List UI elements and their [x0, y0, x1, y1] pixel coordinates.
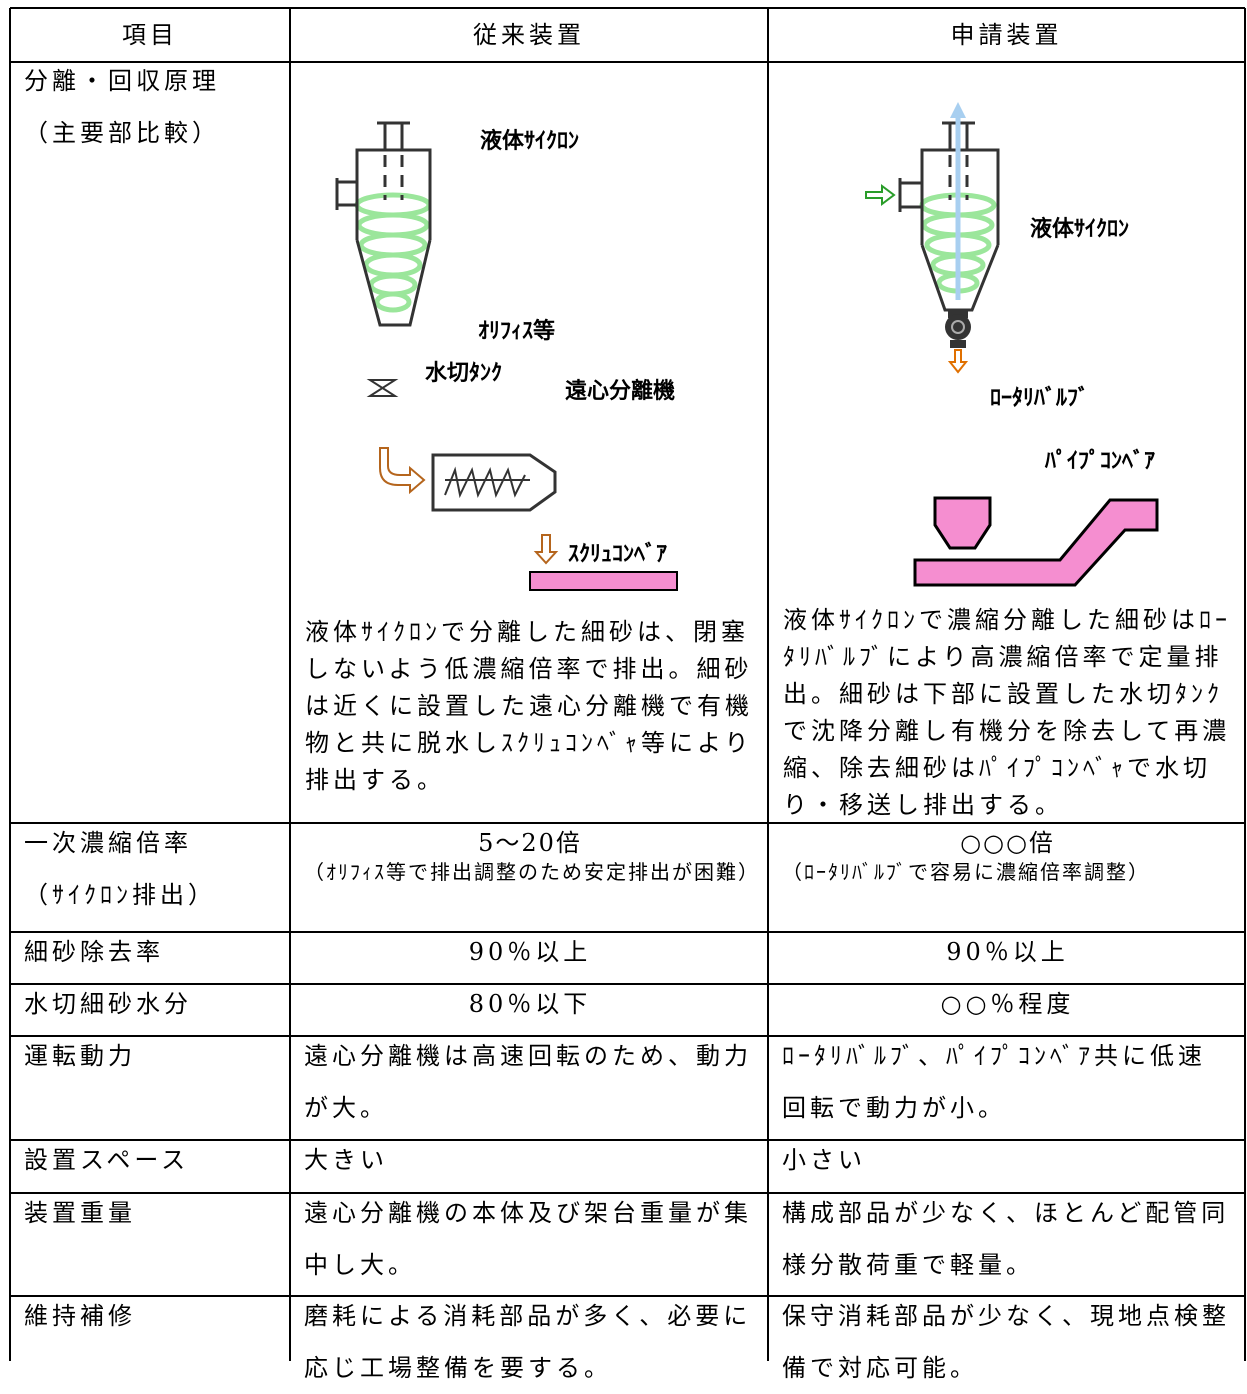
row-label: 運転動力 [24, 1030, 286, 1082]
diagram-label: 液体ｻｲｸﾛﾝ [480, 128, 579, 154]
cell-line: 装置重量 [24, 1199, 136, 1227]
row-cell: ﾛｰﾀﾘﾊﾞﾙﾌﾞ、ﾊﾟｲﾌﾟｺﾝﾍﾞｱ共に低速回転で動力が小。 [782, 1030, 1233, 1134]
description: 液体ｻｲｸﾛﾝで分離した細砂は、閉塞しないよう低濃縮倍率で排出。細砂は近くに設置… [305, 618, 753, 794]
row-cell: 90％以上 [304, 926, 756, 978]
cell-line: 維持補修 [24, 1302, 136, 1330]
cell-line: 設置スペース [24, 1146, 190, 1174]
row-label: 水切細砂水分 [24, 978, 286, 1030]
cell-line: 小さい [782, 1146, 866, 1174]
label-line: 分離・回収原理 [24, 67, 220, 95]
header-cell: 申請装置 [950, 21, 1063, 49]
diagram-label: 水切ﾀﾝｸ [425, 361, 502, 386]
row-cell: 構成部品が少なく、ほとんど配管同様分散荷重で軽量。 [782, 1187, 1233, 1291]
diagram-label: ﾊﾟｲﾌﾟｺﾝﾍﾞｱ [1044, 448, 1155, 474]
page: 液体ｻｲｸﾛﾝ ｵﾘﾌｨｽ等 水切ﾀﾝｸ 遠心分離機 ｽｸﾘｭｺﾝﾍﾞｱ 液体ｻ… [9, 7, 1246, 1382]
cell-line: 5～20倍 [478, 829, 582, 857]
row-cell: 遠心分離機は高速回転のため、動力が大。 [304, 1030, 756, 1134]
proposed-diagram: 液体ｻｲｸﾛﾝ ﾛｰﾀﾘﾊﾞﾙﾌﾞ ﾊﾟｲﾌﾟｺﾝﾍﾞｱ [865, 102, 1159, 587]
row-label: 分離・回収原理 （主要部比較） [24, 55, 284, 159]
cell-line: 遠心分離機は高速回転のため、動力が大。 [304, 1042, 752, 1122]
cell-line: 一次濃縮倍率 [24, 829, 192, 857]
cell-line: 保守消耗部品が少なく、現地点検整備で対応可能。 [782, 1302, 1230, 1382]
diagram-label: 遠心分離機 [565, 378, 675, 404]
cell-line: （ｻｲｸﾛﾝ排出） [24, 881, 216, 909]
cell-line: 遠心分離機の本体及び架台重量が集中し大。 [304, 1199, 752, 1279]
row-cell: ○○○倍 （ﾛｰﾀﾘﾊﾞﾙﾌﾞで容易に濃縮倍率調整） [782, 828, 1233, 886]
cell-line: 構成部品が少なく、ほとんど配管同様分散荷重で軽量。 [782, 1199, 1230, 1279]
diagram-label: ﾛｰﾀﾘﾊﾞﾙﾌﾞ [990, 385, 1089, 411]
row-label: 細砂除去率 [24, 926, 286, 978]
cell-line: ○○○倍 [960, 829, 1055, 857]
cell-line: （ﾛｰﾀﾘﾊﾞﾙﾌﾞで容易に濃縮倍率調整） [782, 860, 1150, 884]
cell-line: ○○％程度 [940, 990, 1075, 1018]
header-cell: 項目 [122, 21, 178, 49]
label-line: （主要部比較） [24, 119, 220, 147]
diagram-label: 液体ｻｲｸﾛﾝ [1030, 216, 1129, 242]
cell-line: 90％以上 [946, 938, 1069, 966]
cell-line: 運転動力 [24, 1042, 136, 1070]
table-drawing: 液体ｻｲｸﾛﾝ ｵﾘﾌｨｽ等 水切ﾀﾝｸ 遠心分離機 ｽｸﾘｭｺﾝﾍﾞｱ 液体ｻ… [9, 7, 1246, 1361]
row-cell: 5～20倍 （ｵﾘﾌｨｽ等で排出調整のため安定排出が困難） [304, 828, 760, 886]
row-cell: 保守消耗部品が少なく、現地点検整備で対応可能。 [782, 1290, 1233, 1394]
diagram-label: ｽｸﾘｭｺﾝﾍﾞｱ [568, 541, 667, 567]
row-cell: ○○％程度 [782, 978, 1233, 1030]
cell-line: 水切細砂水分 [24, 990, 192, 1018]
row-cell: 大きい [304, 1134, 756, 1186]
cell-line: ﾛｰﾀﾘﾊﾞﾙﾌﾞ、ﾊﾟｲﾌﾟｺﾝﾍﾞｱ共に低速回転で動力が小。 [782, 1042, 1206, 1122]
conventional-diagram: 液体ｻｲｸﾛﾝ ｵﾘﾌｨｽ等 水切ﾀﾝｸ 遠心分離機 ｽｸﾘｭｺﾝﾍﾞｱ [335, 121, 678, 591]
row-cell: 遠心分離機の本体及び架台重量が集中し大。 [304, 1187, 756, 1291]
cell-line: 磨耗による消耗部品が多く、必要に応じ工場整備を要する。 [304, 1302, 752, 1382]
row-cell: 80％以下 [304, 978, 756, 1030]
row-label: 維持補修 [24, 1290, 286, 1342]
cell-line: 大きい [304, 1146, 388, 1174]
row-label: 設置スペース [24, 1134, 286, 1186]
table-grid [9, 7, 1246, 1361]
row-label: 一次濃縮倍率 （ｻｲｸﾛﾝ排出） [24, 817, 286, 921]
cell-line: （ｵﾘﾌｨｽ等で排出調整のため安定排出が困難） [304, 860, 760, 884]
cell-line: 80％以下 [468, 990, 592, 1018]
cell-line: 90％以上 [468, 938, 592, 966]
header-cell: 従来装置 [473, 21, 585, 49]
row-label: 装置重量 [24, 1187, 286, 1239]
diagram-label: ｵﾘﾌｨｽ等 [478, 318, 555, 344]
row-cell: 90％以上 [782, 926, 1233, 978]
description: 液体ｻｲｸﾛﾝで濃縮分離した細砂はﾛｰﾀﾘﾊﾞﾙﾌﾞにより高濃縮倍率で定量排出。… [783, 606, 1231, 819]
row-cell: 磨耗による消耗部品が多く、必要に応じ工場整備を要する。 [304, 1290, 756, 1394]
row-cell: 小さい [782, 1134, 1233, 1186]
cell-line: 細砂除去率 [24, 938, 164, 966]
